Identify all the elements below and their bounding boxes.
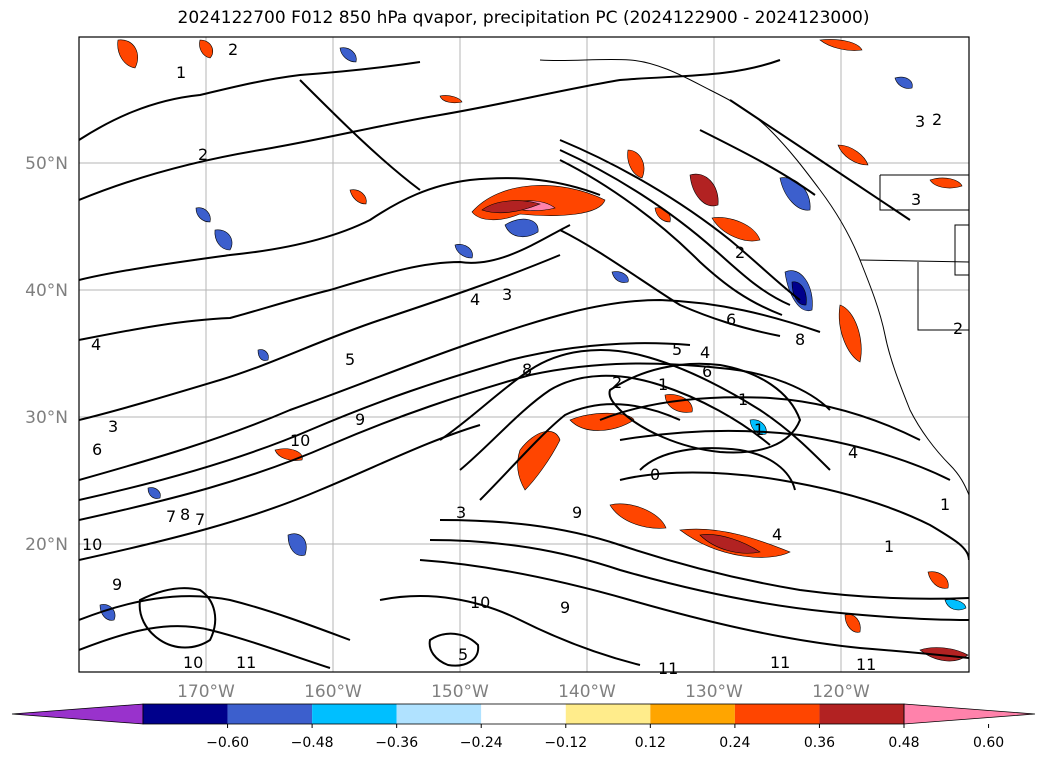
contour-label: 10: [82, 535, 102, 554]
contour-label: 1: [884, 537, 894, 556]
contour-label: 2: [932, 110, 942, 129]
colorbar-tick-label: 0.24: [719, 735, 750, 751]
lon-label-170w: 170°W: [177, 682, 235, 702]
contour-label: 10: [183, 653, 203, 672]
contour-label: 4: [91, 335, 101, 354]
lon-axis: 170°W 160°W 150°W 140°W 130°W 120°W: [177, 682, 870, 702]
contour-label: 9: [560, 598, 570, 617]
colorbar-tick-label: 0.60: [973, 735, 1004, 751]
contour-label: 5: [345, 350, 355, 369]
contour-label: 6: [702, 362, 712, 381]
contour-label: 2: [735, 243, 745, 262]
contour-label: 7: [166, 507, 176, 526]
lat-label-20: 20°N: [25, 535, 68, 555]
colorbar-segment: [143, 704, 228, 724]
contour-label: 1: [658, 375, 668, 394]
contour-label: 7: [195, 510, 205, 529]
contour-labels: 2 1 2 3 4 5 6 4 3 10 9 8 7 2 1 1 0 9 10 …: [82, 40, 963, 678]
contour-label: 3: [456, 503, 466, 522]
contour-label: 4: [848, 443, 858, 462]
lat-label-40: 40°N: [25, 281, 68, 301]
contour-label: 11: [770, 653, 790, 672]
qvapor-contours: [79, 59, 969, 669]
map-border: [78, 36, 970, 673]
contour-label: 3: [915, 112, 925, 131]
contour-label: 6: [726, 310, 736, 329]
lon-label-150w: 150°W: [431, 682, 489, 702]
contour-label: 1: [940, 495, 950, 514]
colorbar-tick-label: −0.36: [375, 735, 418, 751]
contour-label: 11: [658, 659, 678, 678]
contour-label: 3: [502, 285, 512, 304]
colorbar-segment: [819, 704, 904, 724]
colorbar-segment: [650, 704, 735, 724]
lat-label-30: 30°N: [25, 408, 68, 428]
precip-positive-areas: [117, 39, 969, 662]
contour-label: 2: [198, 145, 208, 164]
contour-label: 9: [112, 575, 122, 594]
contour-label: 5: [458, 645, 468, 664]
lon-label-120w: 120°W: [812, 682, 870, 702]
contour-label: 3: [108, 417, 118, 436]
contour-label: 2: [953, 319, 963, 338]
contour-label: 5: [672, 340, 682, 359]
contour-label: 1: [176, 63, 186, 82]
contour-label: 9: [572, 503, 582, 522]
contour-label: 1: [738, 390, 748, 409]
colorbar-tick-label: −0.12: [544, 735, 587, 751]
contour-label: 9: [355, 410, 365, 429]
colorbar-tick-label: 0.12: [635, 735, 666, 751]
contour-label: 8: [522, 360, 532, 379]
colorbar-segment: [396, 704, 482, 724]
colorbar-segment: [481, 704, 566, 724]
colorbar-tick-label: 0.48: [888, 735, 919, 751]
colorbar-extend-high: [903, 703, 1036, 725]
colorbar-extend-low: [11, 703, 144, 725]
contour-label: 8: [180, 505, 190, 524]
lon-label-160w: 160°W: [304, 682, 362, 702]
contour-label: 10: [470, 593, 490, 612]
colorbar-segment: [312, 704, 397, 724]
contour-label: 10: [290, 431, 310, 450]
lat-label-50: 50°N: [25, 154, 68, 174]
colorbar-segment: [734, 704, 820, 724]
lon-label-140w: 140°W: [558, 682, 616, 702]
contour-label: 3: [911, 190, 921, 209]
page-title: 2024122700 F012 850 hPa qvapor, precipit…: [177, 8, 870, 28]
lon-label-130w: 130°W: [685, 682, 743, 702]
colorbar: −0.60 −0.48 −0.36 −0.24 −0.12 0.12 0.24 0.36 0.4…: [11, 703, 1036, 751]
contour-label: 2: [612, 373, 622, 392]
contour-label: 0: [650, 465, 660, 484]
gridlines: [79, 37, 969, 672]
contour-label: 4: [470, 290, 480, 309]
lat-axis: 50°N 40°N 30°N 20°N: [25, 154, 68, 555]
colorbar-segment: [227, 704, 313, 724]
contour-label: 6: [92, 440, 102, 459]
contour-label: 8: [795, 330, 805, 349]
coastlines: [539, 58, 969, 496]
contour-label: 2: [228, 40, 238, 59]
contour-label: 11: [856, 655, 876, 674]
contour-label: 4: [772, 525, 782, 544]
contour-label: 1: [754, 420, 764, 439]
colorbar-segment: [565, 704, 651, 724]
colorbar-tick-label: −0.24: [460, 735, 503, 751]
colorbar-tick-label: 0.36: [804, 735, 835, 751]
colorbar-tick-label: −0.48: [291, 735, 334, 751]
contour-label: 4: [700, 343, 710, 362]
map-area: [79, 37, 969, 672]
contour-label: 11: [236, 653, 256, 672]
colorbar-tick-label: −0.60: [206, 735, 249, 751]
